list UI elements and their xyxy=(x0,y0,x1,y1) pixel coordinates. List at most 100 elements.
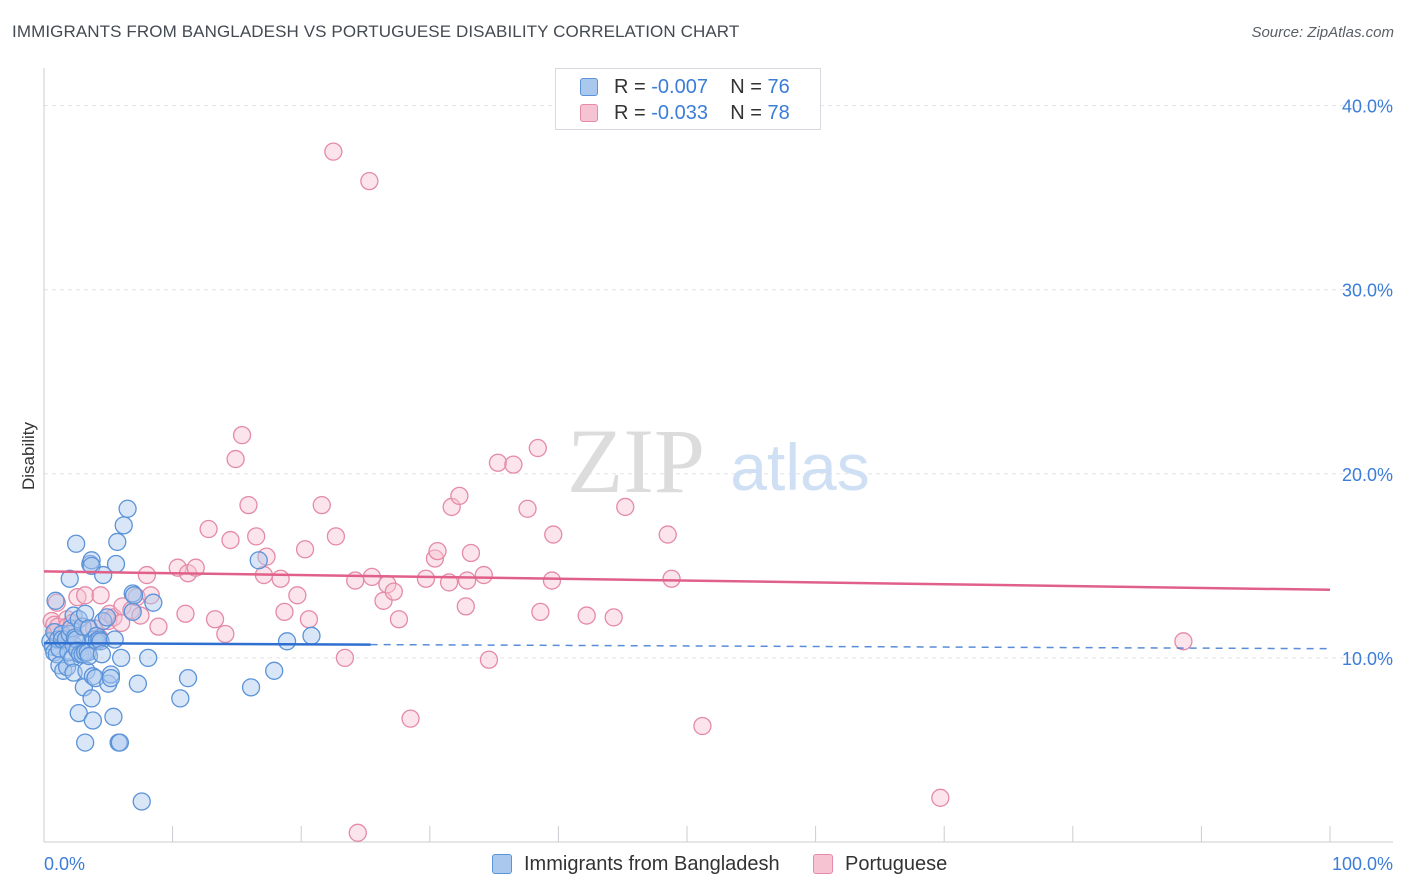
point-bangladesh xyxy=(112,648,131,668)
point-bangladesh xyxy=(108,532,127,552)
point-portuguese xyxy=(76,586,95,605)
point-portuguese xyxy=(542,571,562,590)
point-portuguese xyxy=(389,610,409,629)
point-bangladesh xyxy=(144,593,163,612)
n-label: N = xyxy=(730,102,762,124)
watermark-atlas: atlas xyxy=(730,430,869,504)
point-portuguese xyxy=(295,540,315,559)
point-portuguese xyxy=(425,549,445,568)
point-portuguese xyxy=(205,610,225,629)
trend-lines xyxy=(43,570,1331,650)
point-bangladesh xyxy=(265,661,284,680)
point-portuguese xyxy=(168,558,187,577)
point-bangladesh xyxy=(171,689,190,708)
point-portuguese xyxy=(216,624,235,644)
point-bangladesh xyxy=(105,630,124,649)
point-bangladesh xyxy=(69,703,88,723)
r-value: -0.007 xyxy=(651,76,708,98)
point-portuguese xyxy=(299,610,319,629)
x-tick-label-min: 0.0% xyxy=(44,854,85,874)
point-portuguese xyxy=(326,527,346,546)
point-portuguese xyxy=(348,823,367,842)
point-portuguese xyxy=(504,455,523,474)
point-bangladesh xyxy=(97,608,117,627)
point-portuguese xyxy=(360,171,379,191)
blue-swatch-icon xyxy=(580,78,598,96)
point-portuguese xyxy=(658,525,677,544)
point-bangladesh xyxy=(139,648,158,668)
point-portuguese xyxy=(479,650,499,669)
y-tick-label: 40.0% xyxy=(1342,97,1393,117)
y-axis-label: Disability xyxy=(19,421,38,490)
pink-swatch-icon xyxy=(813,854,833,874)
n-value: 76 xyxy=(767,76,790,98)
point-portuguese xyxy=(137,565,157,585)
point-portuguese xyxy=(288,586,307,605)
series-bangladesh xyxy=(41,499,321,811)
y-tick-label: 30.0% xyxy=(1342,281,1393,301)
point-portuguese xyxy=(91,586,110,605)
point-bangladesh xyxy=(83,711,103,730)
point-portuguese xyxy=(461,543,481,563)
n-label: N = xyxy=(730,76,762,98)
point-bangladesh xyxy=(241,678,261,697)
point-bangladesh xyxy=(82,551,101,570)
point-portuguese xyxy=(149,617,168,636)
point-bangladesh xyxy=(118,499,137,518)
legend-label-bangladesh: Immigrants from Bangladesh xyxy=(524,852,780,875)
legend-item-portuguese[interactable]: Portuguese xyxy=(813,850,947,878)
point-bangladesh xyxy=(124,586,144,605)
point-portuguese xyxy=(604,608,623,627)
point-bangladesh xyxy=(178,669,198,688)
point-portuguese xyxy=(662,569,681,588)
point-portuguese xyxy=(312,495,331,515)
point-bangladesh xyxy=(114,516,133,535)
watermark-zip: ZIP xyxy=(567,410,705,512)
point-portuguese xyxy=(186,558,205,577)
point-bangladesh xyxy=(132,792,151,811)
legend-item-bangladesh[interactable]: Immigrants from Bangladesh xyxy=(492,850,780,878)
point-portuguese xyxy=(226,449,245,469)
stats-box: R = -0.007 N = 76 R = -0.033 N = 78 xyxy=(555,68,821,130)
point-portuguese xyxy=(528,438,547,458)
point-portuguese xyxy=(450,486,469,506)
trend-line-bangladesh-extrapolated xyxy=(370,643,1331,650)
point-portuguese xyxy=(428,541,447,561)
y-tick-labels: 10.0% 20.0% 30.0% 40.0% xyxy=(1342,97,1393,669)
r-value: -0.033 xyxy=(651,102,708,124)
point-portuguese xyxy=(384,582,403,601)
point-portuguese xyxy=(221,530,240,550)
point-portuguese xyxy=(456,597,475,616)
point-bangladesh xyxy=(76,604,95,623)
point-bangladesh xyxy=(104,707,123,726)
point-portuguese xyxy=(577,606,596,625)
point-portuguese xyxy=(416,569,436,588)
point-portuguese xyxy=(271,569,290,588)
y-tick-label: 10.0% xyxy=(1342,649,1393,669)
point-bangladesh xyxy=(76,733,95,752)
point-bangladesh xyxy=(82,689,101,708)
point-portuguese xyxy=(199,519,218,539)
y-tick-label: 20.0% xyxy=(1342,465,1393,485)
point-portuguese xyxy=(518,499,537,518)
point-bangladesh xyxy=(67,534,86,553)
point-bangladesh xyxy=(101,669,121,688)
point-portuguese xyxy=(232,425,252,445)
point-portuguese xyxy=(488,453,508,472)
point-bangladesh xyxy=(94,565,113,585)
point-portuguese xyxy=(335,648,355,668)
point-portuguese xyxy=(247,527,266,546)
point-bangladesh xyxy=(249,551,268,570)
legend: Immigrants from Bangladesh Portuguese xyxy=(0,850,1406,878)
point-portuguese xyxy=(544,525,563,544)
point-portuguese xyxy=(113,597,132,616)
point-portuguese xyxy=(616,497,635,517)
point-portuguese xyxy=(531,602,550,622)
point-portuguese xyxy=(324,142,343,161)
pink-swatch-icon xyxy=(580,104,598,122)
blue-swatch-icon xyxy=(492,854,512,874)
point-portuguese xyxy=(1174,632,1193,651)
trend-line-portuguese xyxy=(43,570,1331,592)
point-portuguese xyxy=(239,495,258,515)
r-label: R = xyxy=(614,102,646,124)
